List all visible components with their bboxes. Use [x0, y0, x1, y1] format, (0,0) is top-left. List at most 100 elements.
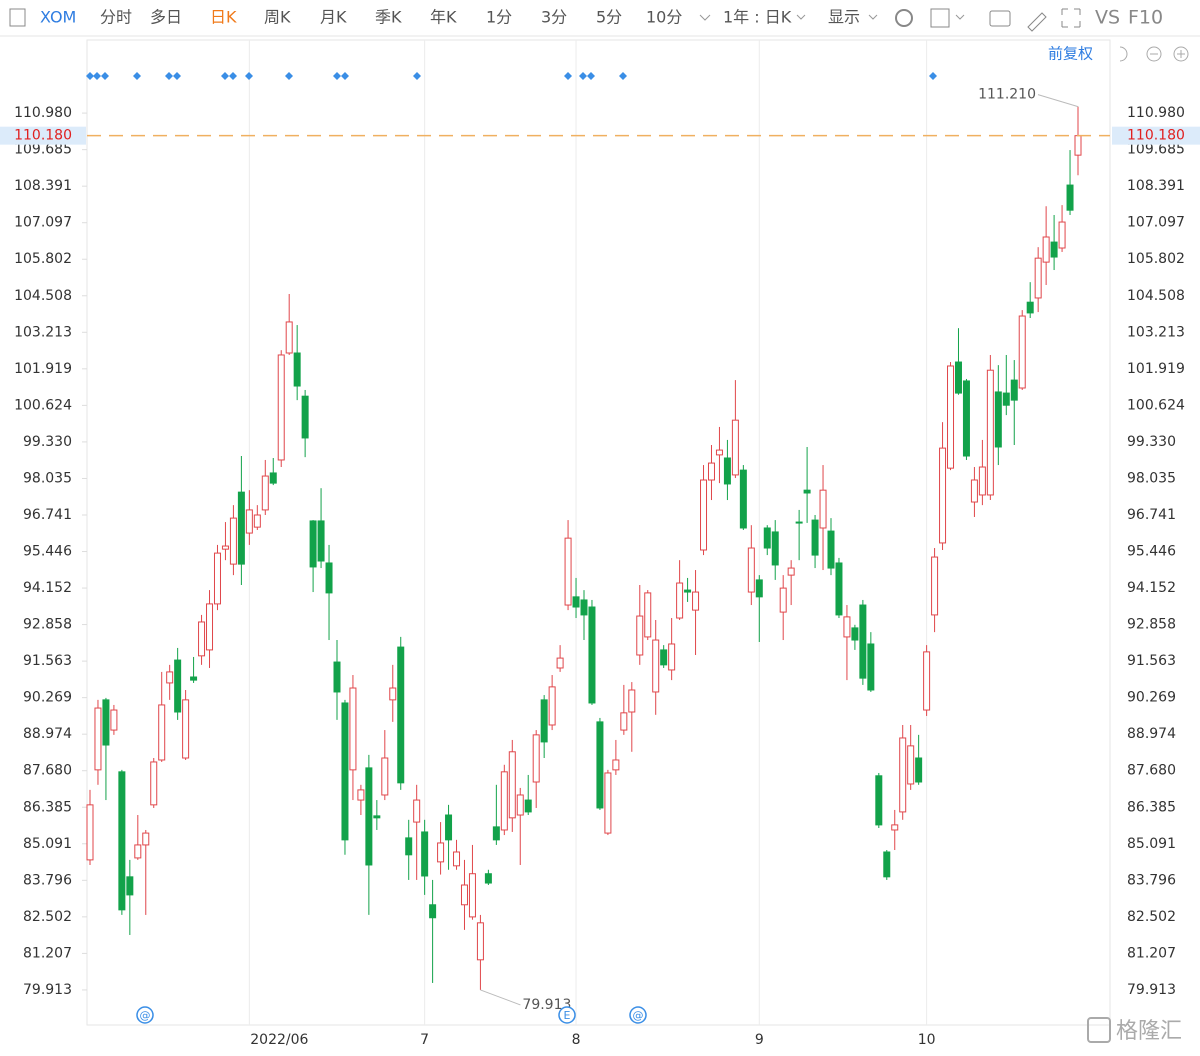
event-marker	[221, 72, 229, 80]
candle-body	[739, 469, 747, 529]
display-menu[interactable]: 显示	[828, 8, 860, 27]
event-marker	[245, 72, 253, 80]
candle-body	[795, 521, 803, 524]
candle-body	[413, 799, 421, 823]
candle-body	[317, 520, 325, 562]
range-selector[interactable]: 1年 : 日K	[723, 8, 792, 27]
candle-body	[229, 517, 237, 565]
candle-body	[915, 757, 923, 783]
candle-body	[707, 462, 715, 481]
candle-body	[1034, 257, 1042, 299]
candle-body	[835, 562, 843, 616]
y-tick-label: 91.563	[23, 653, 72, 669]
event-icon[interactable]	[629, 1006, 647, 1024]
y-tick-label: 101.919	[14, 361, 72, 377]
event-icon[interactable]	[136, 1006, 154, 1024]
x-tick-label: 8	[572, 1032, 581, 1048]
y-tick-label: 109.685	[14, 142, 72, 158]
y-tick-label-right: 108.391	[1127, 178, 1185, 194]
y-tick-label-right: 109.685	[1127, 142, 1185, 158]
f10[interactable]: F10	[1128, 7, 1163, 29]
candle-body	[676, 582, 684, 619]
period-tab[interactable]: 月K	[320, 8, 347, 27]
candle-body	[221, 545, 229, 550]
candle-body	[660, 649, 668, 666]
max-label: 111.210	[978, 87, 1036, 103]
candle-body	[747, 547, 755, 593]
y-tick-label-right: 91.563	[1127, 653, 1176, 669]
candle-body	[803, 489, 811, 494]
candle-body	[437, 842, 445, 863]
candle-body	[492, 826, 500, 841]
event-marker	[341, 72, 349, 80]
candle-body	[213, 552, 221, 605]
event-icon-glyph: @	[633, 1009, 644, 1022]
event-marker	[165, 72, 173, 80]
candle-body	[1018, 315, 1026, 389]
watermark-logo	[1087, 1017, 1111, 1043]
candle-body	[540, 699, 548, 743]
candle-body	[150, 761, 158, 806]
style-icon[interactable]	[930, 8, 950, 28]
y-tick-label: 94.152	[23, 580, 72, 596]
period-tab[interactable]: 10分	[646, 8, 682, 27]
candle-body	[668, 643, 676, 671]
period-tab[interactable]: 3分	[541, 8, 567, 27]
candle-body	[301, 395, 309, 439]
zoom-in[interactable]	[1173, 46, 1189, 62]
candle-body	[445, 814, 453, 841]
candle-body	[166, 671, 174, 684]
candle-body	[628, 689, 636, 713]
event-icon[interactable]	[558, 1006, 576, 1024]
y-tick-label: 79.913	[23, 982, 72, 998]
sidebar-toggle[interactable]	[9, 8, 26, 27]
candle-body	[978, 466, 986, 496]
candle-body	[118, 771, 126, 911]
y-tick-label: 105.802	[14, 251, 72, 267]
symbol[interactable]: XOM	[40, 8, 76, 27]
candle-body	[237, 491, 245, 565]
reset-icon[interactable]	[1119, 46, 1128, 62]
period-tab[interactable]: 季K	[375, 8, 402, 27]
candle-body	[182, 699, 190, 759]
y-tick-label-right: 107.097	[1127, 215, 1185, 231]
candle-body	[508, 751, 516, 819]
draw-icon[interactable]	[1027, 12, 1047, 32]
y-tick-label-right: 87.680	[1127, 763, 1176, 779]
event-marker	[285, 72, 293, 80]
candle-body	[962, 380, 970, 457]
y-tick-label: 92.858	[23, 617, 72, 633]
candle-body	[460, 884, 468, 906]
event-marker	[579, 72, 587, 80]
settings-icon[interactable]	[895, 9, 913, 27]
period-tab[interactable]: 多日	[150, 8, 182, 27]
candle-body	[755, 579, 763, 598]
x-tick-label: 10	[918, 1032, 936, 1048]
period-tab[interactable]: 周K	[264, 8, 291, 27]
period-tab[interactable]: 日K	[210, 8, 237, 27]
y-tick-label-right: 79.913	[1127, 982, 1176, 998]
candle-body	[891, 824, 899, 831]
period-tab[interactable]: 5分	[596, 8, 622, 27]
candle-body	[245, 509, 253, 534]
period-tab[interactable]: 分时	[100, 8, 132, 27]
fullscreen-icon[interactable]	[1061, 8, 1081, 28]
y-tick-label: 82.502	[23, 909, 72, 925]
zoom-out[interactable]	[1146, 46, 1162, 62]
candle-body	[1066, 184, 1074, 211]
compare[interactable]: VS	[1095, 7, 1120, 29]
y-tick-label: 103.213	[14, 324, 72, 340]
candle-body	[373, 815, 381, 819]
period-tab[interactable]: 1分	[486, 8, 512, 27]
candle-body	[763, 527, 771, 549]
period-tab[interactable]: 年K	[430, 8, 457, 27]
candle-body	[453, 851, 461, 867]
event-marker	[101, 72, 109, 80]
candle-body	[341, 702, 349, 841]
adjust-mode[interactable]: 前复权	[1048, 45, 1093, 63]
x-tick-label: 2022/06	[250, 1032, 308, 1048]
candle-body	[819, 489, 827, 529]
camera-icon[interactable]	[989, 10, 1011, 27]
candle-body	[875, 775, 883, 826]
